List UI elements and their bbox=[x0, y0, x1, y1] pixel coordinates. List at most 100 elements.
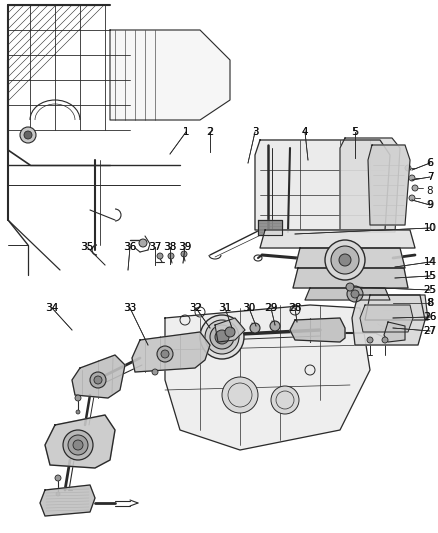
Circle shape bbox=[56, 492, 60, 496]
Text: 37: 37 bbox=[149, 242, 161, 252]
Circle shape bbox=[382, 337, 388, 343]
Text: 32: 32 bbox=[189, 303, 203, 313]
Text: 35: 35 bbox=[81, 242, 94, 252]
Circle shape bbox=[225, 327, 235, 337]
Circle shape bbox=[94, 376, 102, 384]
Text: 1: 1 bbox=[183, 127, 189, 137]
Text: 14: 14 bbox=[424, 257, 437, 267]
Polygon shape bbox=[72, 355, 125, 398]
Text: 10: 10 bbox=[424, 223, 436, 233]
Polygon shape bbox=[340, 138, 400, 232]
Text: 26: 26 bbox=[424, 312, 437, 322]
Polygon shape bbox=[258, 220, 282, 235]
Text: 27: 27 bbox=[424, 326, 436, 336]
Text: 5: 5 bbox=[352, 127, 358, 137]
Text: 5: 5 bbox=[352, 127, 358, 137]
Polygon shape bbox=[295, 248, 405, 268]
Circle shape bbox=[152, 369, 158, 375]
Text: 27: 27 bbox=[424, 326, 437, 336]
Text: 8: 8 bbox=[427, 298, 433, 308]
Circle shape bbox=[210, 325, 234, 349]
Text: 3: 3 bbox=[252, 127, 258, 137]
Circle shape bbox=[346, 283, 354, 291]
Circle shape bbox=[157, 253, 163, 259]
Text: 6: 6 bbox=[427, 158, 433, 168]
Text: 28: 28 bbox=[288, 303, 302, 313]
Text: 8: 8 bbox=[427, 298, 433, 308]
Circle shape bbox=[409, 195, 415, 201]
Circle shape bbox=[367, 337, 373, 343]
Circle shape bbox=[270, 321, 280, 331]
Circle shape bbox=[205, 320, 239, 354]
Polygon shape bbox=[40, 485, 95, 516]
Text: 26: 26 bbox=[424, 312, 436, 322]
Text: 33: 33 bbox=[124, 303, 137, 313]
Text: 2: 2 bbox=[207, 127, 213, 137]
Polygon shape bbox=[360, 305, 413, 332]
Circle shape bbox=[181, 251, 187, 257]
Text: 28: 28 bbox=[289, 303, 301, 313]
Text: 39: 39 bbox=[179, 242, 191, 252]
Polygon shape bbox=[132, 332, 210, 372]
Text: 30: 30 bbox=[243, 303, 255, 313]
Polygon shape bbox=[368, 145, 410, 225]
Text: 33: 33 bbox=[124, 303, 136, 313]
Text: 9: 9 bbox=[427, 200, 433, 210]
Circle shape bbox=[351, 290, 359, 298]
Polygon shape bbox=[215, 318, 245, 342]
Text: 29: 29 bbox=[265, 303, 277, 313]
Text: 25: 25 bbox=[424, 285, 436, 295]
Circle shape bbox=[339, 254, 351, 266]
Polygon shape bbox=[45, 415, 115, 468]
Circle shape bbox=[215, 330, 229, 344]
Polygon shape bbox=[365, 295, 428, 320]
Circle shape bbox=[331, 246, 359, 274]
Polygon shape bbox=[293, 268, 408, 288]
Text: 36: 36 bbox=[124, 242, 136, 252]
Text: 4: 4 bbox=[302, 127, 308, 137]
Text: 34: 34 bbox=[46, 303, 58, 313]
Polygon shape bbox=[384, 322, 405, 342]
Circle shape bbox=[405, 165, 411, 171]
Text: 4: 4 bbox=[302, 127, 308, 137]
Text: 38: 38 bbox=[164, 242, 176, 252]
Circle shape bbox=[412, 185, 418, 191]
Circle shape bbox=[55, 475, 61, 481]
Text: 38: 38 bbox=[163, 242, 177, 252]
Text: 35: 35 bbox=[81, 242, 93, 252]
Text: 6: 6 bbox=[427, 158, 433, 168]
Circle shape bbox=[168, 253, 174, 259]
Polygon shape bbox=[165, 305, 370, 450]
Text: 36: 36 bbox=[124, 242, 137, 252]
Text: 2: 2 bbox=[207, 127, 213, 137]
Text: 31: 31 bbox=[219, 303, 231, 313]
Polygon shape bbox=[260, 230, 415, 248]
Polygon shape bbox=[290, 318, 345, 342]
Circle shape bbox=[139, 239, 147, 247]
Text: 1: 1 bbox=[183, 127, 189, 137]
Text: 8: 8 bbox=[427, 186, 433, 196]
Polygon shape bbox=[110, 30, 230, 120]
Circle shape bbox=[347, 286, 363, 302]
Circle shape bbox=[90, 372, 106, 388]
Text: 25: 25 bbox=[424, 285, 437, 295]
Circle shape bbox=[250, 323, 260, 333]
Circle shape bbox=[161, 350, 169, 358]
Text: 29: 29 bbox=[265, 303, 278, 313]
Circle shape bbox=[75, 395, 81, 401]
Text: 15: 15 bbox=[424, 271, 436, 281]
Circle shape bbox=[68, 435, 88, 455]
Text: 39: 39 bbox=[178, 242, 192, 252]
Text: 30: 30 bbox=[243, 303, 255, 313]
Text: 15: 15 bbox=[424, 271, 437, 281]
Circle shape bbox=[157, 346, 173, 362]
Circle shape bbox=[24, 131, 32, 139]
Text: 9: 9 bbox=[427, 200, 433, 210]
Text: 7: 7 bbox=[427, 172, 433, 182]
Circle shape bbox=[271, 386, 299, 414]
Polygon shape bbox=[255, 140, 390, 230]
Circle shape bbox=[20, 127, 36, 143]
Text: 3: 3 bbox=[252, 127, 258, 137]
Polygon shape bbox=[305, 288, 390, 300]
Circle shape bbox=[200, 315, 244, 359]
